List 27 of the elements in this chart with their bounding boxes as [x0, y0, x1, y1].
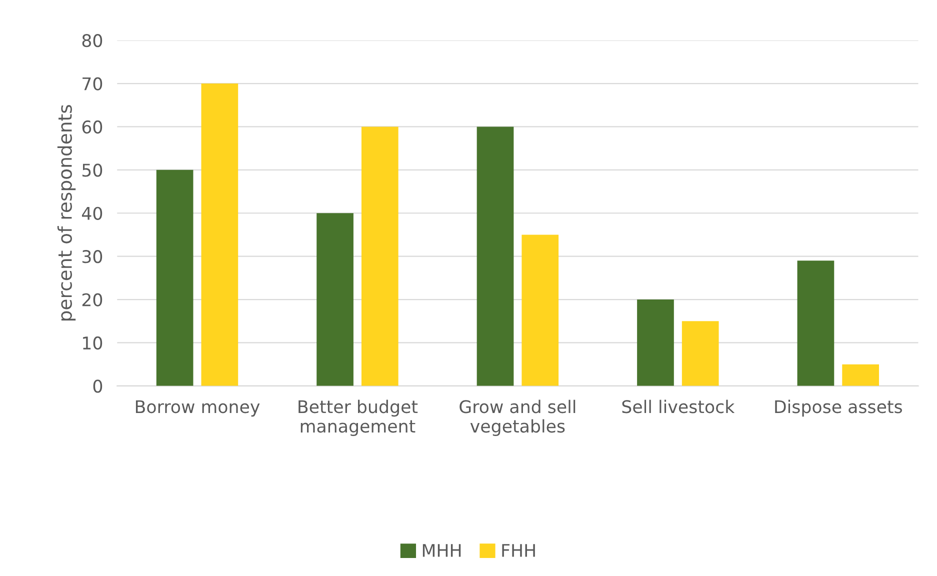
- x-tick-label: Grow and sell vegetables: [460, 400, 576, 436]
- bar: [316, 213, 354, 386]
- x-tick-label: Borrow money: [136, 400, 260, 417]
- y-tick-label: 10: [83, 336, 102, 350]
- bar: [682, 321, 719, 386]
- bar: [637, 300, 674, 386]
- y-tick-label: 60: [82, 120, 102, 134]
- bar: [842, 364, 880, 386]
- y-tick-label: 20: [82, 293, 102, 306]
- bar: [476, 126, 514, 386]
- y-tick-label: 80: [82, 34, 102, 48]
- y-tick-label: 40: [82, 206, 102, 220]
- y-tick-label: 0: [93, 380, 102, 393]
- bar: [201, 84, 238, 386]
- x-tick-label: Dispose assets: [775, 400, 902, 417]
- bar: [156, 170, 194, 386]
- bar: [797, 260, 834, 386]
- legend-label: MHH: [422, 544, 461, 557]
- bar: [361, 126, 398, 386]
- bar: [522, 234, 559, 386]
- y-tick-label: 70: [82, 77, 102, 90]
- x-tick-label: Sell livestock: [622, 400, 735, 414]
- y-tick-label: 50: [82, 164, 102, 177]
- y-tick-label: 30: [82, 250, 102, 264]
- legend-label: FHH: [502, 544, 535, 557]
- y-axis-title: percent of respondents: [57, 104, 76, 320]
- x-tick-label: Better budget management: [298, 400, 418, 436]
